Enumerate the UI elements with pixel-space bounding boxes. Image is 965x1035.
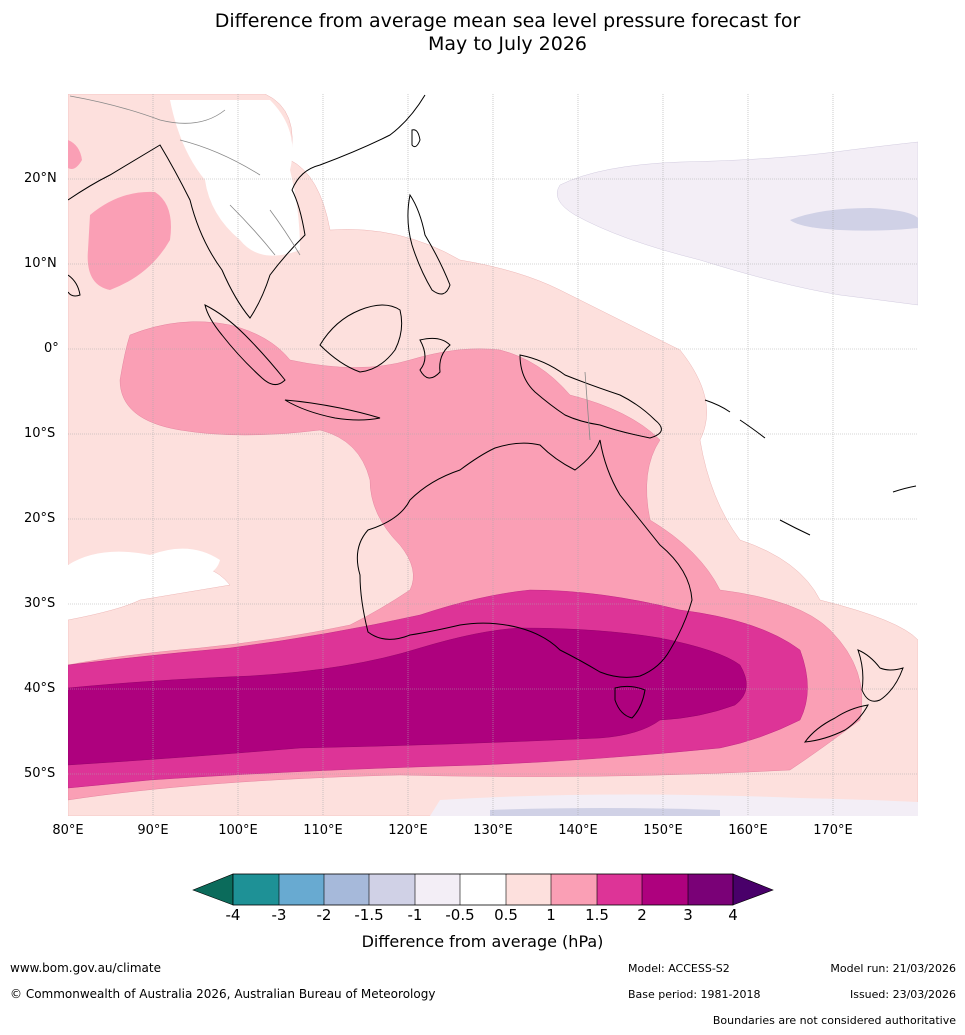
java-coast [284, 399, 381, 421]
colorbar-tick: -1 [407, 906, 423, 924]
colorbar-tick: 3 [683, 906, 693, 924]
new-guinea-coast [519, 354, 662, 439]
lat-label: 10°N [24, 256, 57, 271]
lon-label: 90°E [137, 823, 169, 838]
colorbar-extend-low [192, 873, 234, 906]
australia-coast [356, 439, 693, 678]
map-field [68, 94, 918, 816]
taiwan-coast [411, 129, 421, 148]
philippines-coast [407, 193, 451, 295]
colorbar-tick: -2 [316, 906, 332, 924]
lat-label: 30°S [24, 596, 56, 611]
lat-label: 20°N [24, 171, 57, 186]
title-line-2: May to July 2026 [428, 33, 587, 55]
colorbar-swatch [460, 874, 506, 905]
lon-label: 130°E [473, 823, 513, 838]
footer-model-run: Model run: 21/03/2026 [830, 962, 956, 975]
colorbar-swatch [369, 874, 415, 905]
lon-label: 140°E [558, 823, 598, 838]
lon-label: 110°E [303, 823, 343, 838]
lat-label: 0° [44, 341, 59, 356]
colorbar-swatch [415, 874, 460, 905]
sri-lanka-coast [68, 274, 81, 297]
colorbar-swatch [688, 874, 733, 905]
new-zealand-south [803, 704, 869, 743]
tasmania-coast [614, 685, 646, 719]
coastlines [68, 94, 917, 743]
contour-minus-0.5-to-minus-1 [556, 141, 918, 306]
colorbar-tick: 2 [637, 906, 647, 924]
asia-mainland-coast [68, 94, 426, 319]
chart-title: Difference from average mean sea level p… [0, 10, 965, 56]
lon-label: 80°E [52, 823, 84, 838]
country-borders [69, 95, 591, 441]
lon-label: 150°E [643, 823, 683, 838]
colorbar-tick: 0.5 [494, 906, 518, 924]
footer-model: Model: ACCESS-S2 [628, 962, 730, 975]
colorbar-swatch [642, 874, 688, 905]
contour-2-to-3 [68, 627, 747, 766]
colorbar-tick: -4 [225, 906, 241, 924]
colorbar-swatch [597, 874, 642, 905]
lat-label: 50°S [24, 766, 56, 781]
contour-1-to-1.5-bengal [87, 191, 171, 290]
lat-label: 40°S [24, 681, 56, 696]
colorbar [192, 873, 774, 906]
footer-disclaimer: Boundaries are not considered authoritat… [712, 1014, 956, 1027]
sulawesi-coast [419, 337, 451, 379]
colorbar-swatch [551, 874, 597, 905]
colorbar-tick: -0.5 [445, 906, 475, 924]
pacific-islands-coast [704, 399, 917, 536]
lon-label: 170°E [813, 823, 853, 838]
footer-url[interactable]: www.bom.gov.au/climate [10, 961, 161, 975]
contour-minus-1-south [490, 808, 720, 816]
colorbar-title: Difference from average (hPa) [361, 932, 604, 951]
contour-minus-1-to-minus-1.5 [790, 208, 918, 231]
borneo-coast [319, 304, 403, 373]
colorbar-tick: -3 [271, 906, 287, 924]
lat-label: 20°S [24, 511, 56, 526]
contour-neutral-pocket [68, 548, 220, 580]
colorbar-swatch [233, 874, 279, 905]
colorbar-tick: -1.5 [354, 906, 384, 924]
colorbar-tick: 4 [728, 906, 738, 924]
footer-base-period: Base period: 1981-2018 [628, 988, 761, 1001]
lon-label: 120°E [388, 823, 428, 838]
colorbar-swatch [324, 874, 369, 905]
footer-copyright: © Commonwealth of Australia 2026, Austra… [10, 987, 436, 1001]
new-zealand-north [857, 649, 904, 702]
footer-issued: Issued: 23/03/2026 [849, 988, 956, 1001]
title-line-1: Difference from average mean sea level p… [214, 10, 801, 32]
contour-1-to-1.5-arabian [68, 140, 82, 169]
colorbar-swatch [506, 874, 551, 905]
contour-neutral-indochina [170, 100, 300, 256]
lon-label: 160°E [728, 823, 768, 838]
lat-label: 10°S [24, 426, 56, 441]
colorbar-tick: 1.5 [585, 906, 609, 924]
colorbar-swatch [279, 874, 324, 905]
sumatra-coast [204, 304, 286, 385]
colorbar-tick: 1 [546, 906, 556, 924]
colorbar-extend-high [732, 873, 774, 906]
lon-label: 100°E [218, 823, 258, 838]
